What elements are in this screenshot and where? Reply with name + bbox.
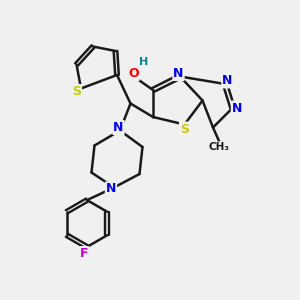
Text: S: S bbox=[72, 85, 81, 98]
Text: F: F bbox=[80, 247, 88, 260]
Text: methyl: methyl bbox=[224, 146, 229, 148]
Text: N: N bbox=[173, 67, 184, 80]
Text: O: O bbox=[128, 67, 139, 80]
Text: CH₃: CH₃ bbox=[208, 142, 230, 152]
Text: N: N bbox=[232, 101, 242, 115]
Text: N: N bbox=[106, 182, 116, 196]
Text: N: N bbox=[222, 74, 233, 88]
Text: S: S bbox=[180, 122, 189, 136]
Text: H: H bbox=[140, 57, 148, 67]
Text: N: N bbox=[113, 121, 124, 134]
